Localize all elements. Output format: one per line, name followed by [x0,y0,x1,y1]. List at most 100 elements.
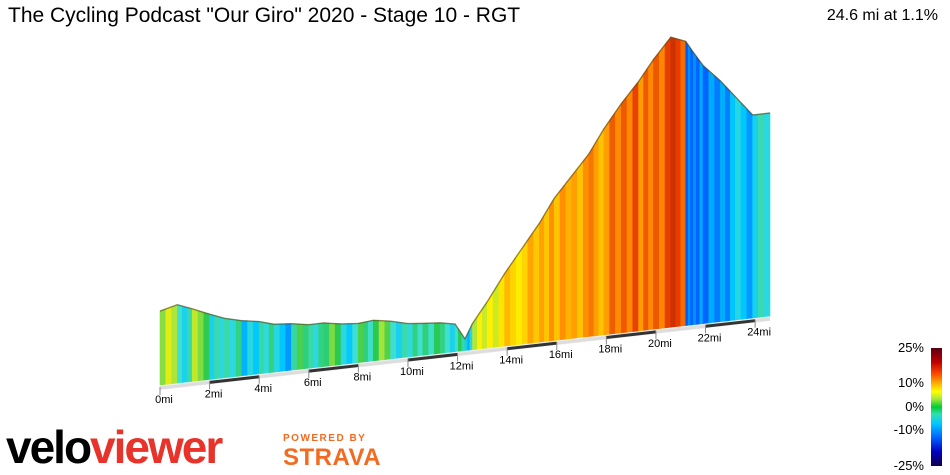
profile-segment [191,308,199,382]
profile-segment [390,320,397,360]
axis-tick-label: 24mi [747,327,771,339]
profile-segment [214,315,220,380]
profile-segment [177,304,183,384]
profile-segment [197,310,205,382]
profile-segment [247,320,254,376]
profile-segment [544,205,550,342]
axis-band [705,319,756,328]
strava-logo[interactable]: STRAVA [283,444,382,471]
profile-segment [159,308,167,386]
profile-segment [412,323,419,357]
profile-segment [352,323,359,364]
legend-label-minus-25: -25% [893,458,924,473]
profile-segment [553,190,561,341]
axis-band [259,369,309,379]
profile-segment [439,322,446,354]
profile-segment [658,43,666,329]
logo-velo-text: velo [6,421,92,473]
profile-segment [498,272,505,348]
profile-segment [378,320,386,361]
profile-segment [323,322,330,367]
profile-segment [685,40,689,326]
profile-segment [219,316,225,379]
profile-segment [434,322,441,355]
legend-label-minus-10: -10% [893,422,924,437]
profile-segment [527,230,534,344]
profile-segment [598,127,605,336]
axis-band [606,330,657,340]
axis-tick-label: 8mi [354,372,372,384]
profile-segment [626,88,634,333]
profile-segment [615,102,622,334]
veloviewer-logo[interactable]: veloviewer [6,421,223,473]
profile-segment [638,73,644,332]
profile-segment [444,322,451,354]
profile-segment [229,318,237,378]
axis-band [506,341,557,351]
profile-segment [725,85,731,322]
profile-segment [318,322,324,368]
profile-segment [329,322,336,367]
profile-segment [653,51,660,330]
profile-segment [384,320,391,360]
gradient-color-scale [931,348,942,466]
profile-segment [758,113,765,318]
axis-tick-label: 4mi [254,383,272,395]
profile-segment [407,323,414,358]
profile-segment [702,64,710,324]
profile-segment [588,144,595,337]
axis-tick-label: 12mi [450,360,474,372]
axis-tick-label: 0mi [155,394,173,406]
profile-segment [417,323,424,357]
axis-band [556,336,607,345]
profile-segment [363,320,369,363]
axis-tick-label: 10mi [400,366,424,378]
profile-segment [358,321,364,363]
profile-segment [763,112,771,317]
profile-segment [577,160,584,339]
profile-segment [186,307,193,383]
profile-segment [334,323,342,366]
profile-segment [209,313,215,380]
profile-segments [159,36,771,386]
profile-segment [258,321,265,375]
axis-tick-label: 16mi [549,349,573,361]
profile-segment [313,323,319,368]
profile-segment [720,80,726,322]
profile-segment [263,322,270,374]
profile-segment [699,60,704,325]
axis-band [358,358,409,368]
profile-segment [632,80,639,332]
profile-segment [492,281,500,348]
profile-segment [235,319,243,377]
profile-segment [675,38,682,327]
profile-segment [401,322,409,358]
profile-segment [571,167,578,339]
powered-by-label: POWERED BY [283,433,367,444]
axis-tick-label: 18mi [598,344,622,356]
profile-segment [582,152,590,338]
profile-segment [549,197,555,342]
profile-segment [253,320,260,375]
profile-segment [664,36,672,329]
axis-band [655,324,706,334]
profile-segment [734,95,742,321]
profile-segment [428,322,435,355]
profile-segment [752,113,759,319]
axis-tick-label: 20mi [648,338,672,350]
profile-segment [302,324,310,370]
profile-segment [687,43,691,326]
profile-segment [730,90,736,321]
profile-segment [308,323,315,369]
profile-segment [396,321,403,359]
profile-segment [504,264,511,347]
profile-segment [372,319,380,362]
profile-segment [714,75,721,323]
profile-segment [521,238,529,345]
profile-segment [171,304,178,385]
legend-label-0: 0% [905,399,924,414]
profile-segment [291,323,298,371]
profile-segment [648,58,654,331]
profile-segment [346,323,353,365]
